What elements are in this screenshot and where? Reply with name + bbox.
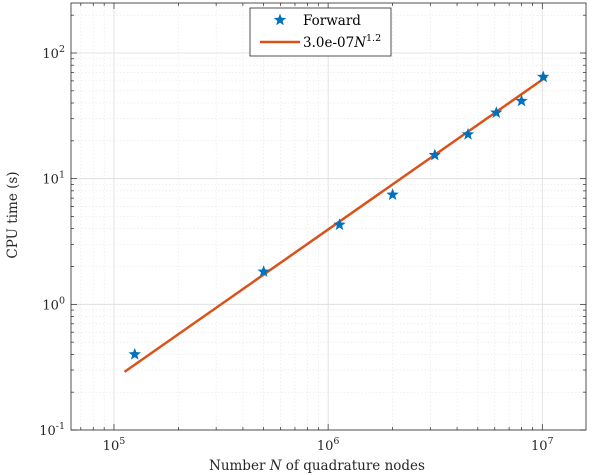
y-tick-label: 102	[42, 44, 65, 62]
grid	[71, 3, 586, 431]
legend-label-fit: 3.0e-07N1.2	[303, 33, 381, 51]
legend-marker-forward	[273, 13, 287, 26]
data-point-forward	[128, 347, 141, 360]
data-point-forward	[386, 188, 399, 200]
x-tick-label: 107	[531, 436, 554, 454]
data-point-forward	[428, 148, 442, 161]
data-point-forward	[515, 94, 528, 107]
y-tick-label: 10-1	[39, 421, 65, 439]
y-axis-label: CPU time (s)	[5, 171, 21, 258]
data-point-forward	[490, 106, 503, 118]
axis-ticks	[71, 3, 586, 431]
data-point-forward	[333, 218, 346, 230]
x-tick-label: 106	[317, 436, 340, 454]
data-point-forward	[461, 127, 475, 140]
tick-labels: 105 106 107 10-1 100 101 102	[39, 44, 553, 454]
legend-box	[249, 7, 392, 57]
series-marks	[123, 70, 550, 373]
x-tick-label: 105	[103, 436, 126, 454]
x-axis-label: Number N of quadrature nodes	[209, 458, 425, 474]
y-tick-label: 100	[42, 295, 65, 313]
y-tick-label: 101	[42, 170, 65, 188]
data-point-forward	[537, 70, 550, 83]
legend-label-forward: Forward	[303, 13, 361, 29]
data-point-forward	[257, 265, 270, 277]
legend: Forward 3.0e-07N1.2	[249, 7, 392, 57]
